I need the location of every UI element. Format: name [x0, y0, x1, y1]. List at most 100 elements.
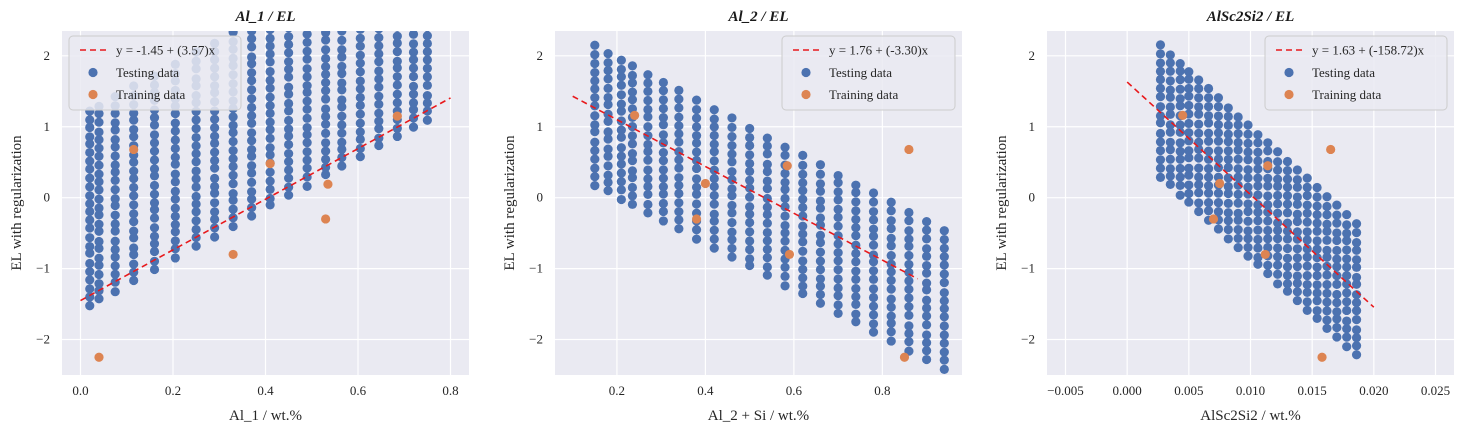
- testing-point: [374, 8, 383, 17]
- testing-point: [247, 187, 257, 197]
- testing-point: [1213, 206, 1224, 217]
- testing-point: [1243, 138, 1253, 148]
- testing-point: [191, 123, 201, 134]
- testing-point: [210, 173, 220, 183]
- testing-point: [94, 226, 104, 236]
- testing-point: [191, 199, 201, 209]
- testing-point: [833, 308, 843, 319]
- testing-point: [1302, 208, 1312, 218]
- testing-point: [1253, 130, 1263, 140]
- testing-point: [798, 237, 808, 247]
- testing-point: [762, 176, 772, 186]
- testing-point: [422, 80, 432, 90]
- testing-point: [85, 275, 95, 285]
- testing-point: [247, 85, 257, 95]
- testing-point: [1203, 136, 1214, 146]
- testing-point: [337, 161, 347, 171]
- testing-point: [356, 8, 365, 17]
- testing-point: [228, 136, 238, 147]
- testing-point: [1263, 225, 1273, 236]
- testing-point: [321, 111, 331, 122]
- testing-point: [210, 147, 220, 157]
- testing-point: [1282, 286, 1293, 296]
- testing-point: [191, 207, 201, 217]
- testing-point: [1194, 128, 1204, 138]
- regression-line: [1126, 81, 1375, 308]
- testing-point: [284, 106, 294, 116]
- testing-point: [616, 72, 626, 82]
- testing-point: [337, 102, 347, 112]
- testing-point: [727, 113, 737, 123]
- testing-point: [191, 191, 201, 202]
- legend-fit-label: y = -1.45 + (3.57)x: [116, 43, 216, 58]
- testing-point: [409, 0, 418, 5]
- testing-point: [868, 292, 879, 303]
- testing-point: [1302, 190, 1312, 201]
- testing-point: [1243, 147, 1253, 157]
- testing-point: [851, 197, 861, 207]
- testing-point: [302, 138, 312, 148]
- testing-point: [284, 89, 294, 99]
- testing-point: [833, 204, 843, 214]
- testing-point: [674, 137, 684, 147]
- testing-point: [94, 117, 104, 127]
- testing-point: [247, 42, 257, 52]
- testing-point: [1213, 224, 1224, 234]
- testing-point: [422, 72, 432, 82]
- testing-point: [1342, 279, 1352, 289]
- testing-point: [833, 248, 843, 258]
- testing-point: [1203, 83, 1214, 94]
- testing-point: [1155, 74, 1166, 85]
- testing-point: [1194, 109, 1204, 119]
- testing-point: [284, 139, 294, 150]
- testing-point: [374, 91, 384, 101]
- testing-point: [129, 243, 139, 253]
- testing-point: [1175, 146, 1185, 156]
- testing-point: [1302, 217, 1312, 227]
- testing-point: [284, 0, 293, 6]
- testing-point: [627, 78, 638, 88]
- testing-point: [1233, 154, 1243, 164]
- testing-point: [922, 354, 932, 365]
- testing-point: [658, 165, 668, 175]
- x-tick-label: 0.6: [786, 383, 803, 398]
- testing-point: [1155, 102, 1166, 112]
- testing-point: [1322, 270, 1332, 280]
- testing-point: [265, 167, 275, 177]
- testing-point: [149, 138, 160, 148]
- testing-point: [616, 177, 626, 187]
- testing-point: [745, 254, 755, 264]
- testing-point: [798, 273, 808, 283]
- testing-point: [355, 92, 365, 103]
- testing-point: [627, 131, 638, 141]
- testing-point: [210, 131, 220, 141]
- testing-point: [85, 164, 95, 174]
- testing-point: [691, 234, 702, 244]
- x-tick-label: 0.8: [442, 383, 458, 398]
- testing-point: [780, 236, 790, 246]
- testing-point: [228, 204, 238, 214]
- testing-point: [745, 192, 755, 202]
- x-tick-label: −0.005: [1047, 383, 1084, 398]
- testing-point: [616, 194, 626, 205]
- testing-point: [129, 226, 139, 236]
- testing-point: [1332, 322, 1342, 333]
- testing-point: [1165, 92, 1175, 102]
- testing-point: [1243, 155, 1253, 165]
- legend: y = 1.76 + (-3.30)x Testing data Training …: [781, 35, 956, 111]
- testing-point: [129, 259, 139, 269]
- testing-point: [1233, 172, 1243, 182]
- testing-point: [745, 244, 755, 255]
- testing-point: [170, 203, 180, 213]
- testing-point: [302, 31, 312, 39]
- testing-point: [1233, 164, 1243, 174]
- testing-point: [780, 211, 790, 221]
- testing-point: [590, 145, 600, 156]
- testing-point: [1175, 127, 1185, 137]
- testing-point: [1273, 181, 1283, 191]
- testing-point: [1263, 216, 1273, 226]
- testing-point: [939, 252, 949, 262]
- chart-panel-1: 0.0 0.2 0.4 0.6 0.8 −2 −1 0 1 2 Al_1 / EL Al_1 / wt…: [9, 0, 469, 424]
- testing-point: [904, 215, 914, 226]
- testing-point: [1292, 261, 1302, 272]
